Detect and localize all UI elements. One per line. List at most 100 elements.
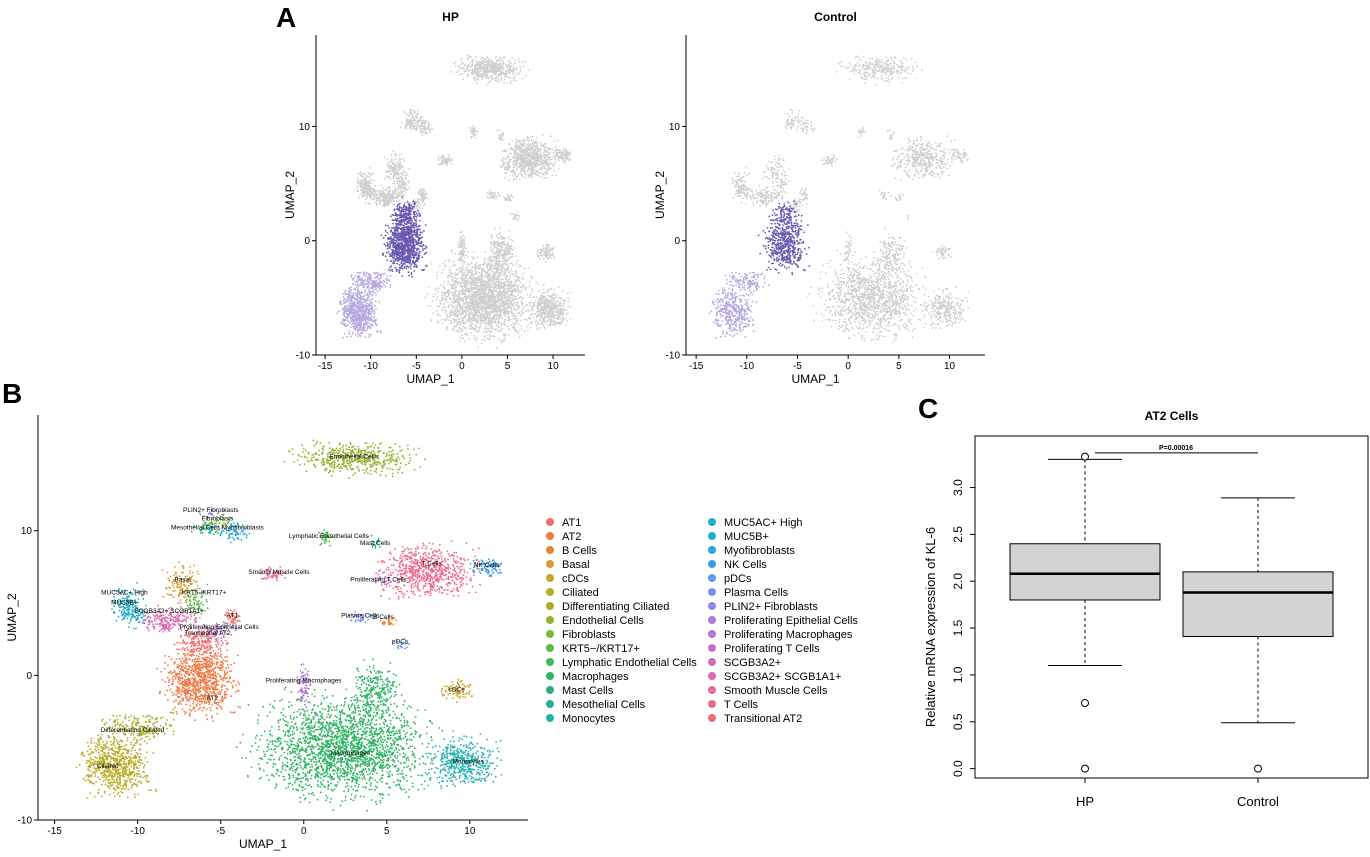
data-point — [392, 226, 395, 229]
data-point — [496, 130, 499, 132]
data-point — [413, 203, 416, 205]
data-point — [420, 134, 423, 137]
data-point — [463, 239, 465, 242]
data-point — [448, 159, 450, 162]
data-point — [509, 80, 512, 83]
data-point — [498, 138, 501, 141]
data-point — [494, 64, 496, 67]
data-point — [360, 185, 363, 188]
data-point — [403, 253, 406, 256]
data-point — [478, 281, 480, 284]
data-point — [497, 193, 500, 195]
data-point — [475, 134, 477, 136]
data-point — [463, 256, 466, 259]
data-point — [501, 135, 504, 138]
data-point — [533, 302, 535, 304]
data-point — [556, 155, 559, 158]
data-point — [419, 244, 422, 247]
data-point — [424, 296, 426, 299]
data-point — [384, 244, 387, 247]
data-point — [521, 61, 524, 64]
data-point — [512, 149, 515, 152]
data-point — [514, 281, 517, 284]
data-point — [390, 252, 393, 255]
data-point — [503, 296, 505, 299]
panel-label-c: C — [918, 393, 939, 424]
data-point — [508, 289, 511, 292]
data-point — [457, 241, 460, 244]
data-point — [411, 250, 413, 253]
data-point — [523, 167, 526, 170]
data-point — [465, 254, 468, 257]
data-point — [419, 131, 422, 134]
data-point — [356, 185, 359, 188]
data-point — [516, 160, 519, 163]
data-point — [373, 198, 376, 201]
data-point — [459, 251, 462, 254]
data-point — [514, 72, 517, 74]
data-point — [408, 114, 411, 117]
data-point — [406, 199, 408, 202]
data-point — [530, 167, 532, 170]
data-point — [403, 260, 406, 263]
data-point — [390, 154, 393, 156]
data-point — [421, 268, 423, 271]
data-point — [567, 159, 570, 162]
data-point — [502, 62, 505, 65]
data-point — [409, 260, 412, 263]
data-point — [424, 128, 426, 131]
data-point — [406, 218, 409, 221]
data-point — [413, 116, 415, 118]
data-point — [429, 129, 432, 132]
data-point — [409, 265, 412, 268]
data-point — [391, 231, 394, 234]
data-point — [491, 69, 494, 72]
data-point — [396, 182, 399, 185]
data-point — [427, 121, 430, 123]
data-point — [481, 75, 483, 78]
data-point — [413, 229, 416, 232]
data-point — [425, 246, 428, 249]
data-point — [445, 310, 448, 312]
data-point — [453, 318, 455, 321]
data-point — [491, 78, 494, 81]
data-point — [567, 152, 570, 155]
data-point — [390, 259, 393, 262]
data-point — [380, 234, 383, 237]
data-point — [421, 189, 424, 192]
data-point — [396, 225, 398, 228]
data-point — [463, 271, 466, 273]
data-point — [475, 137, 478, 140]
data-point — [481, 78, 483, 81]
data-point — [466, 256, 469, 259]
data-point — [394, 163, 396, 166]
data-point — [501, 71, 504, 74]
data-point — [449, 309, 452, 311]
data-point — [388, 176, 391, 179]
data-point — [465, 310, 468, 313]
data-point — [554, 149, 556, 152]
data-point — [513, 274, 516, 276]
data-point — [510, 147, 513, 149]
data-point — [512, 166, 515, 169]
data-point — [419, 118, 422, 121]
data-point — [389, 242, 391, 245]
data-point — [400, 209, 403, 211]
data-point — [423, 203, 426, 205]
data-point — [526, 139, 528, 142]
data-point — [534, 142, 536, 144]
data-point — [413, 238, 416, 241]
data-point — [382, 187, 384, 190]
data-point — [466, 284, 469, 287]
data-point — [484, 68, 487, 70]
data-point — [504, 74, 506, 77]
data-point — [516, 155, 519, 158]
data-point — [384, 177, 386, 180]
data-point — [359, 181, 361, 184]
data-point — [422, 248, 424, 250]
data-point — [434, 293, 437, 295]
data-point — [516, 165, 518, 168]
data-point — [414, 247, 416, 250]
data-point — [405, 123, 408, 126]
